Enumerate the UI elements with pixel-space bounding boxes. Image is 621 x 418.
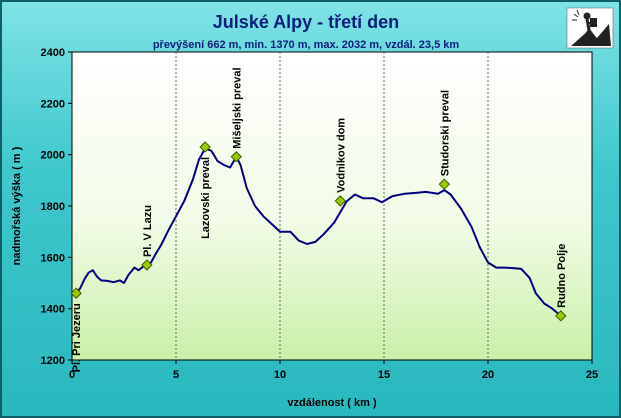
chart-subtitle: převýšení 662 m, min. 1370 m, max. 2032 … xyxy=(153,39,460,51)
waypoint-label: Studorski preval xyxy=(439,90,451,176)
y-tick-label: 2200 xyxy=(41,98,65,110)
chart-title: Julské Alpy - třetí den xyxy=(213,12,399,32)
waypoint-marker xyxy=(199,141,211,153)
y-tick-label: 1600 xyxy=(41,252,65,264)
waypoint-marker xyxy=(555,310,567,322)
waypoints: Pl. Pri Jezeru Pl. V Lazu Lazovski preval M… xyxy=(70,67,568,372)
waypoint-marker xyxy=(334,195,347,207)
waypoint-marker xyxy=(70,287,82,299)
plot-area xyxy=(71,51,593,361)
x-tick-label: 25 xyxy=(586,369,598,381)
waypoint-marker xyxy=(141,259,153,271)
y-tick-label: 2000 xyxy=(41,150,65,162)
x-axis-label: vzdálenost ( km ) xyxy=(287,397,377,409)
waypoint-label: Pl. Pri Jezeru xyxy=(71,303,83,372)
elevation-profile-line xyxy=(75,147,562,317)
hiker-icon xyxy=(566,7,614,49)
y-axis-ticks: 1200 1400 1600 1800 2000 2200 2400 xyxy=(41,47,72,367)
grid-lines xyxy=(175,52,489,360)
y-tick-label: 2400 xyxy=(41,47,65,59)
x-tick-label: 5 xyxy=(173,369,179,381)
x-tick-label: 15 xyxy=(378,369,390,381)
waypoint-marker xyxy=(438,178,451,190)
waypoint-label: Rudno Polje xyxy=(556,244,568,308)
waypoint-label: Lazovski preval xyxy=(200,157,212,239)
y-tick-label: 1200 xyxy=(41,355,65,367)
y-axis-label: nadmořská výška ( m ) xyxy=(11,146,23,265)
x-tick-label: 20 xyxy=(482,369,494,381)
waypoint-label: Pl. V Lazu xyxy=(142,205,154,257)
x-tick-label: 10 xyxy=(274,369,286,381)
x-tick-label: 0 xyxy=(69,369,75,381)
y-tick-label: 1800 xyxy=(41,201,65,213)
waypoint-marker xyxy=(230,151,243,163)
waypoint-label: Mišeljski preval xyxy=(231,67,243,148)
y-tick-label: 1400 xyxy=(41,304,65,316)
x-axis-ticks: 0 5 10 15 20 25 xyxy=(69,360,598,381)
waypoint-label: Vodnikov dom xyxy=(335,118,347,193)
